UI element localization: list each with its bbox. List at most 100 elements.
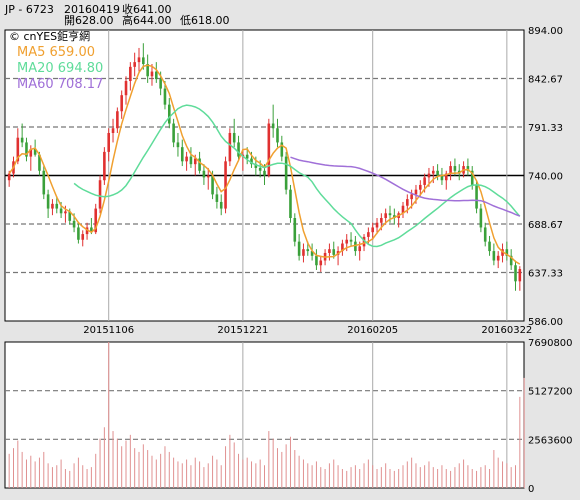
volume-ytick-label: 5127200 bbox=[528, 387, 573, 398]
candle bbox=[155, 62, 158, 83]
candle bbox=[341, 239, 344, 256]
candle bbox=[483, 222, 487, 247]
candle bbox=[328, 243, 331, 261]
price-ytick-label: 688.67 bbox=[528, 220, 563, 231]
price-ytick-label: 586.00 bbox=[528, 317, 563, 328]
price-ytick-label: 842.67 bbox=[528, 74, 563, 85]
candle bbox=[228, 128, 232, 167]
candle bbox=[284, 151, 288, 195]
ma60-line bbox=[290, 156, 521, 217]
candle bbox=[111, 118, 115, 143]
candle bbox=[449, 161, 452, 181]
candle bbox=[310, 243, 314, 261]
candle bbox=[146, 54, 149, 83]
candle bbox=[219, 194, 223, 216]
candle bbox=[271, 104, 275, 138]
candle bbox=[180, 139, 184, 167]
candle bbox=[302, 243, 305, 263]
candle bbox=[349, 232, 353, 247]
candle bbox=[475, 180, 478, 214]
candle bbox=[20, 123, 24, 148]
candle bbox=[315, 249, 318, 270]
candle bbox=[509, 249, 513, 270]
header-date: 20160419 bbox=[64, 3, 120, 16]
header-symbol: JP - 6723 bbox=[4, 3, 54, 16]
volume-series bbox=[8, 342, 525, 488]
candle bbox=[189, 147, 193, 168]
candle bbox=[206, 167, 210, 190]
candle bbox=[81, 230, 85, 247]
price-ytick-label: 637.33 bbox=[528, 269, 563, 280]
header-low: 低618.00 bbox=[180, 14, 230, 27]
candle bbox=[116, 107, 119, 133]
candle bbox=[232, 118, 236, 148]
candle bbox=[297, 234, 301, 261]
header-open: 開628.00 bbox=[64, 14, 114, 27]
candle bbox=[319, 255, 323, 272]
candle bbox=[167, 98, 171, 129]
legend-ma60: MA60 708.17 bbox=[17, 77, 103, 92]
candle bbox=[51, 199, 54, 216]
candle bbox=[267, 118, 271, 178]
candle bbox=[514, 260, 517, 291]
candle bbox=[185, 151, 188, 171]
volume-panel bbox=[4, 341, 525, 489]
candle bbox=[142, 43, 145, 70]
candle bbox=[202, 164, 206, 185]
candle bbox=[293, 213, 297, 247]
candle bbox=[436, 164, 439, 181]
candle bbox=[289, 184, 292, 223]
legend-ma5: MA5 659.00 bbox=[17, 45, 95, 60]
candle bbox=[440, 167, 444, 185]
price-ytick-label: 740.00 bbox=[528, 172, 563, 183]
legend-ma20: MA20 694.80 bbox=[17, 61, 103, 76]
candle bbox=[176, 132, 180, 157]
price-xtick-label: 20160322 bbox=[481, 325, 532, 336]
header-high: 高644.00 bbox=[122, 13, 172, 27]
candle bbox=[479, 203, 483, 233]
candle bbox=[103, 147, 106, 185]
price-xtick-label: 20151106 bbox=[83, 325, 134, 336]
candle bbox=[55, 196, 59, 214]
candle bbox=[375, 218, 379, 235]
price-ytick-label: 791.33 bbox=[528, 123, 563, 134]
candle bbox=[163, 81, 167, 110]
volume-ytick-label: 0 bbox=[528, 484, 534, 495]
candle bbox=[129, 62, 132, 91]
candle bbox=[224, 156, 227, 214]
candle bbox=[107, 128, 110, 162]
candle bbox=[133, 52, 136, 77]
ma20-line bbox=[73, 104, 521, 248]
candle bbox=[488, 235, 491, 256]
price-ytick-label: 894.00 bbox=[528, 26, 563, 37]
candle bbox=[77, 222, 80, 244]
candle bbox=[137, 47, 141, 72]
price-xtick-label: 20160205 bbox=[347, 325, 398, 336]
candle bbox=[98, 175, 102, 214]
candle bbox=[120, 90, 123, 119]
candle bbox=[276, 118, 279, 148]
candle bbox=[85, 222, 89, 240]
candle bbox=[150, 64, 154, 86]
candle bbox=[505, 241, 509, 261]
volume-ytick-label: 7690800 bbox=[528, 338, 573, 349]
candle bbox=[124, 76, 128, 105]
candle bbox=[518, 266, 522, 291]
candle bbox=[172, 118, 175, 148]
candle bbox=[42, 166, 46, 200]
brand-label: © cnYES鉅亨網 bbox=[9, 29, 90, 43]
candle bbox=[280, 135, 284, 162]
candle bbox=[215, 186, 219, 209]
price-xtick-label: 20151221 bbox=[217, 325, 268, 336]
candle bbox=[496, 251, 500, 269]
header-close: 收641.00 bbox=[122, 2, 172, 16]
candle bbox=[492, 243, 496, 266]
candle bbox=[401, 201, 405, 219]
candle bbox=[371, 222, 374, 240]
candle bbox=[237, 135, 240, 162]
volume-ytick-label: 2563600 bbox=[528, 435, 573, 446]
candle bbox=[466, 158, 470, 176]
candle bbox=[46, 189, 50, 219]
candle bbox=[25, 137, 28, 162]
